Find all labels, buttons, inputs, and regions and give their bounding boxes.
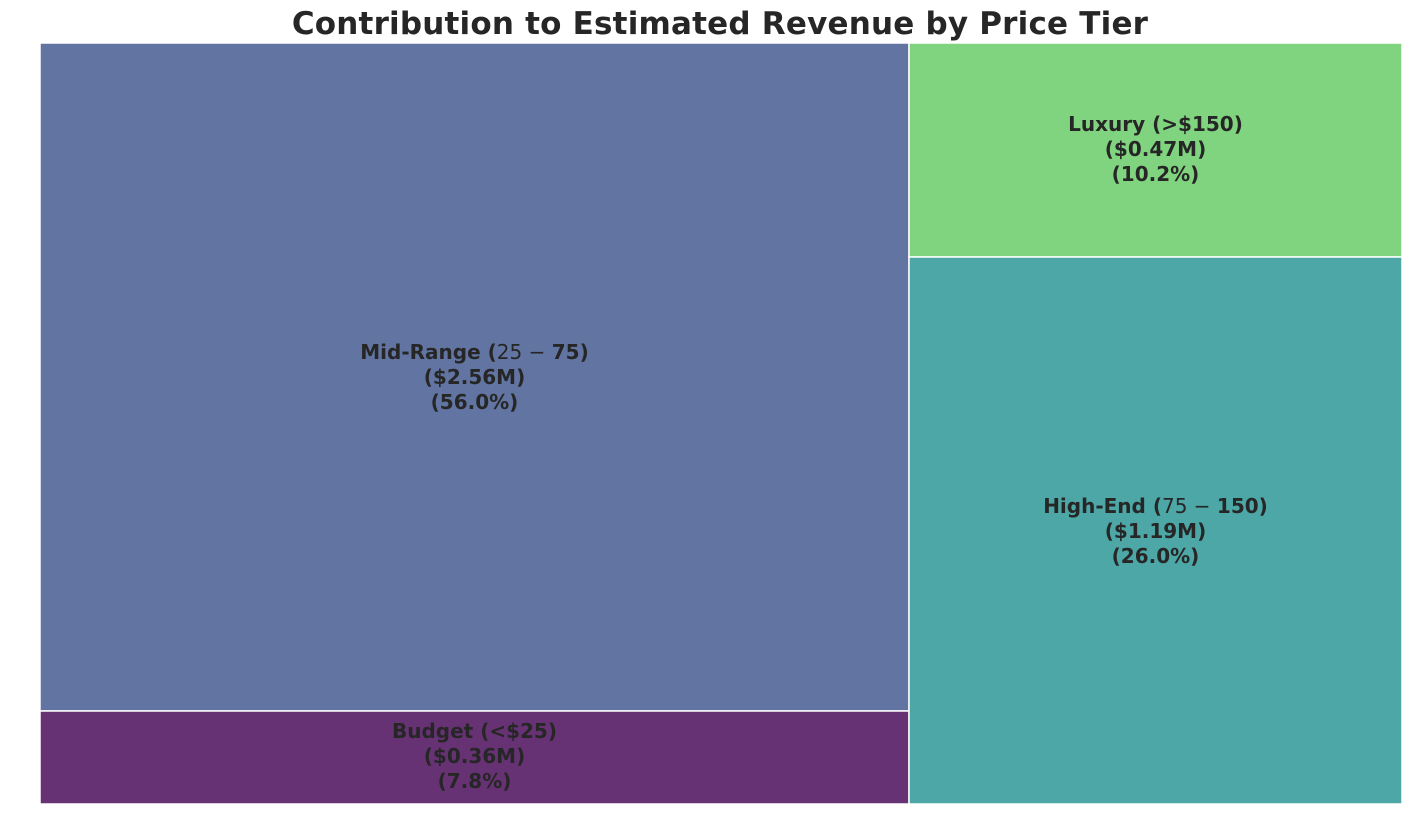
tile-label-range-start-mid-range: 25 <box>497 340 522 364</box>
tile-group-budget: Budget (<$25)($0.36M)(7.8%) <box>39 710 910 805</box>
tile-label-high-end: High-End (75 − 150) <box>1043 494 1268 518</box>
chart-title: Contribution to Estimated Revenue by Pri… <box>291 6 1149 42</box>
tile-label-prefix-mid-range: Mid-Range ( <box>360 340 497 364</box>
tile-value-luxury: ($0.47M) <box>1105 137 1206 161</box>
tile-label-range-end-high-end: 150 <box>1217 494 1259 518</box>
tile-group-high-end: High-End (75 − 150)($1.19M)(26.0%) <box>908 256 1403 805</box>
tile-label-luxury: Luxury (>$150) <box>1068 112 1243 136</box>
tile-value-budget: ($0.36M) <box>424 744 525 768</box>
tile-value-high-end: ($1.19M) <box>1105 519 1206 543</box>
tile-value-mid-range: ($2.56M) <box>424 365 525 389</box>
tile-label-range-end-mid-range: 75 <box>552 340 580 364</box>
tile-group-luxury: Luxury (>$150)($0.47M)(10.2%) <box>908 42 1403 258</box>
tile-label-range-start-high-end: 75 <box>1162 494 1187 518</box>
tile-label-suffix-mid-range: ) <box>580 340 589 364</box>
tile-label-range-sep-mid-range: − <box>522 340 551 364</box>
tile-percent-luxury: (10.2%) <box>1112 162 1200 186</box>
tile-percent-mid-range: (56.0%) <box>431 390 519 414</box>
tile-label-budget: Budget (<$25) <box>392 719 557 743</box>
tile-label-range-sep-high-end: − <box>1187 494 1216 518</box>
tile-label-mid-range: Mid-Range (25 − 75) <box>360 340 588 364</box>
tile-label-prefix-high-end: High-End ( <box>1043 494 1162 518</box>
tile-high-end <box>908 256 1403 805</box>
tile-budget <box>39 710 910 805</box>
tile-mid-range <box>39 42 910 712</box>
tile-percent-budget: (7.8%) <box>438 769 512 793</box>
tile-group-mid-range: Mid-Range (25 − 75)($2.56M)(56.0%) <box>39 42 910 712</box>
tile-percent-high-end: (26.0%) <box>1112 544 1200 568</box>
tile-label-suffix-high-end: ) <box>1259 494 1268 518</box>
tile-luxury <box>908 42 1403 258</box>
